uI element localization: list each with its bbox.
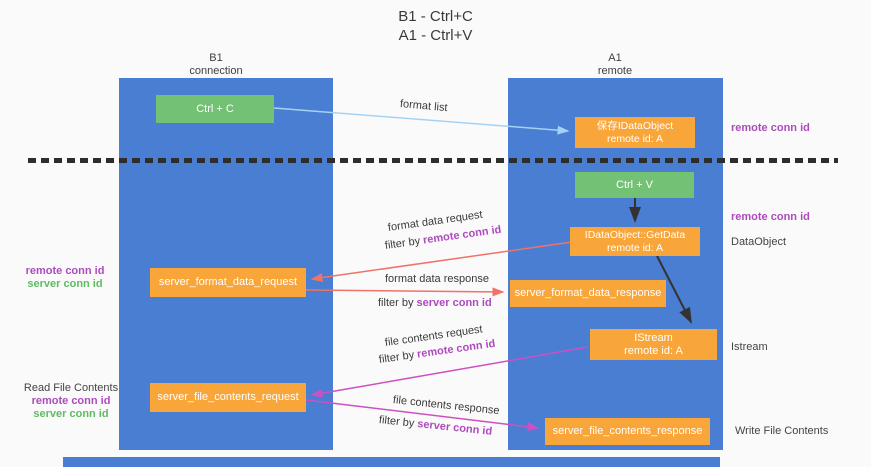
node-server-file-contents-request: server_file_contents_request: [150, 383, 306, 412]
label-write-file-contents: Write File Contents: [735, 425, 829, 437]
lane-a1-title: A1: [608, 52, 622, 64]
edge-label-format-data-response-filter: filter by server conn id: [378, 297, 492, 309]
node-istream: IStream remote id: A: [590, 329, 717, 360]
label-remote-conn-id-left-top: remote conn id: [25, 265, 105, 277]
title-line-2: A1 - Ctrl+V: [398, 27, 473, 44]
node-ctrl-v-label: Ctrl + V: [616, 178, 653, 191]
diagram-title: B1 - Ctrl+C A1 - Ctrl+V: [0, 7, 871, 45]
edge-label-format-data-response: format data response: [385, 273, 489, 285]
format-data-response-arrow: [305, 287, 505, 297]
label-server-conn-id-left-top: server conn id: [27, 278, 103, 290]
lane-header-b1: B1 connection: [156, 52, 276, 78]
node-ctrl-v: Ctrl + V: [575, 172, 694, 198]
bottom-lane-bar: [63, 457, 720, 467]
label-read-file-contents: Read File Contents: [23, 382, 119, 394]
node-idataobject-getdata: IDataObject::GetData remote id: A: [570, 227, 700, 256]
title-line-1: B1 - Ctrl+C: [398, 8, 473, 25]
node-getdata-line2: remote id: A: [606, 241, 664, 254]
label-block-left-top: remote conn id server conn id: [0, 265, 130, 291]
node-server-file-contents-response: server_file_contents_response: [545, 418, 710, 445]
node-save-idataobject-line2: remote id: A: [606, 132, 664, 145]
lane-b1-subtitle: connection: [189, 65, 243, 77]
node-ctrl-c: Ctrl + C: [156, 95, 274, 123]
server-conn-id-text: server conn id: [416, 297, 492, 309]
format-data-request-arrow: [310, 241, 573, 282]
node-format-request-label: server_format_data_request: [158, 276, 298, 288]
label-block-left-bottom: Read File Contents remote conn id server…: [6, 382, 136, 421]
label-dataobject: DataObject: [731, 236, 787, 248]
node-server-format-data-response: server_format_data_response: [510, 280, 666, 307]
lane-header-a1: A1 remote: [555, 52, 675, 78]
node-file-response-label: server_file_contents_response: [552, 425, 703, 437]
node-ctrl-c-label: Ctrl + C: [196, 102, 234, 115]
label-remote-conn-id-right-mid: remote conn id: [731, 211, 810, 223]
dashed-divider: [28, 158, 838, 163]
node-istream-line1: IStream: [634, 331, 673, 344]
label-istream: Istream: [731, 341, 768, 353]
lane-b1-title: B1: [209, 52, 223, 64]
node-file-request-label: server_file_contents_request: [157, 391, 299, 403]
getdata-to-istream-arrow: [656, 255, 692, 324]
file-contents-request-arrow: [310, 346, 589, 398]
node-istream-line2: remote id: A: [624, 344, 683, 357]
file-contents-response-arrow: [305, 399, 540, 432]
node-save-idataobject: 保存IDataObject remote id: A: [575, 117, 695, 148]
node-getdata-line1: IDataObject::GetData: [584, 228, 686, 241]
lane-a1-subtitle: remote: [597, 65, 633, 77]
label-remote-conn-id-right-top: remote conn id: [731, 122, 810, 134]
label-server-conn-id-left-bottom: server conn id: [33, 408, 109, 420]
format-list-arrow: [273, 107, 570, 135]
label-remote-conn-id-left-bottom: remote conn id: [31, 395, 111, 407]
node-server-format-data-request: server_format_data_request: [150, 268, 306, 297]
filter-by-text: filter by: [378, 297, 417, 309]
node-format-response-label: server_format_data_response: [514, 287, 662, 299]
node-save-idataobject-line1: 保存IDataObject: [596, 119, 674, 132]
